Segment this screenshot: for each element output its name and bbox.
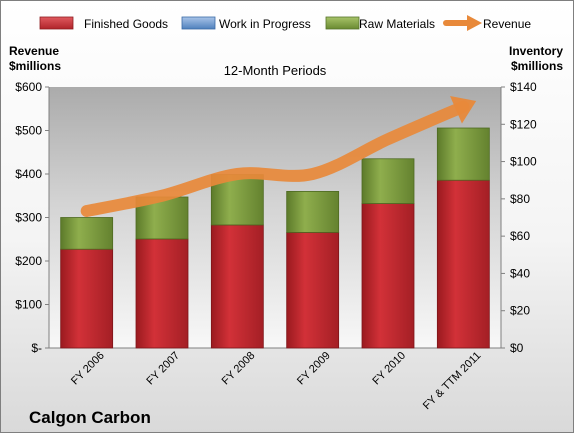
left-tick-label: $500 [15,124,42,138]
bar-finished-goods [135,238,189,349]
right-tick-label: $60 [510,229,530,243]
legend-swatch-work-in-progress [181,16,216,30]
chart-subtitle: 12-Month Periods [224,63,327,78]
legend-item-work-in-progress: Work in Progress [181,16,311,31]
revenue-arrowhead [450,95,477,124]
right-tick-label: $20 [510,304,530,318]
legend-item-raw-materials: Raw Materials [325,16,435,31]
legend: Finished Goods Work in Progress Raw Mate… [39,15,531,31]
right-tick-label: $120 [510,117,537,131]
right-axis: $0 $20 $40 $60 $80 $100 $120 $140 [500,80,537,355]
left-tick-label: $300 [15,211,42,225]
right-tick-label: $40 [510,266,530,280]
legend-label-revenue: Revenue [483,17,531,31]
bar-raw-materials [286,190,340,233]
left-axis: $- $100 $200 $300 $400 $500 $600 [15,80,501,355]
right-axis-title-line1: Inventory [509,44,563,58]
right-tick-label: $100 [510,155,537,169]
right-tick-label: $80 [510,192,530,206]
plot-area [49,87,501,348]
right-axis-title-line2: $millions [511,59,563,73]
bar-finished-goods [436,179,490,349]
revenue-line [80,100,470,217]
bar-finished-goods [286,232,340,349]
bar-raw-materials [361,158,415,204]
legend-label-finished-goods: Finished Goods [84,17,168,31]
left-axis-title-line1: Revenue [9,44,59,58]
bar-finished-goods [60,248,114,349]
company-name: Calgon Carbon [29,408,151,427]
left-axis-title-line2: $millions [9,59,61,73]
bar-series [60,127,490,349]
bar-finished-goods [210,224,264,349]
legend-item-finished-goods: Finished Goods [39,16,168,31]
bar-finished-goods [361,203,415,349]
legend-swatch-raw-materials [325,16,360,30]
legend-label-work-in-progress: Work in Progress [219,17,311,31]
legend-item-revenue: Revenue [443,15,531,31]
right-tick-label: $140 [510,80,537,94]
right-tick-label: $0 [510,341,524,355]
legend-swatch-finished-goods [39,16,74,30]
left-tick-label: $100 [15,298,42,312]
bar-raw-materials [60,217,114,250]
revenue-series [80,95,477,217]
left-tick-label: $400 [15,167,42,181]
legend-arrowhead-revenue [467,15,482,31]
left-tick-label: $- [31,341,42,355]
bar-raw-materials [436,127,490,181]
left-tick-label: $200 [15,254,42,268]
left-tick-label: $600 [15,80,42,94]
legend-label-raw-materials: Raw Materials [359,17,435,31]
